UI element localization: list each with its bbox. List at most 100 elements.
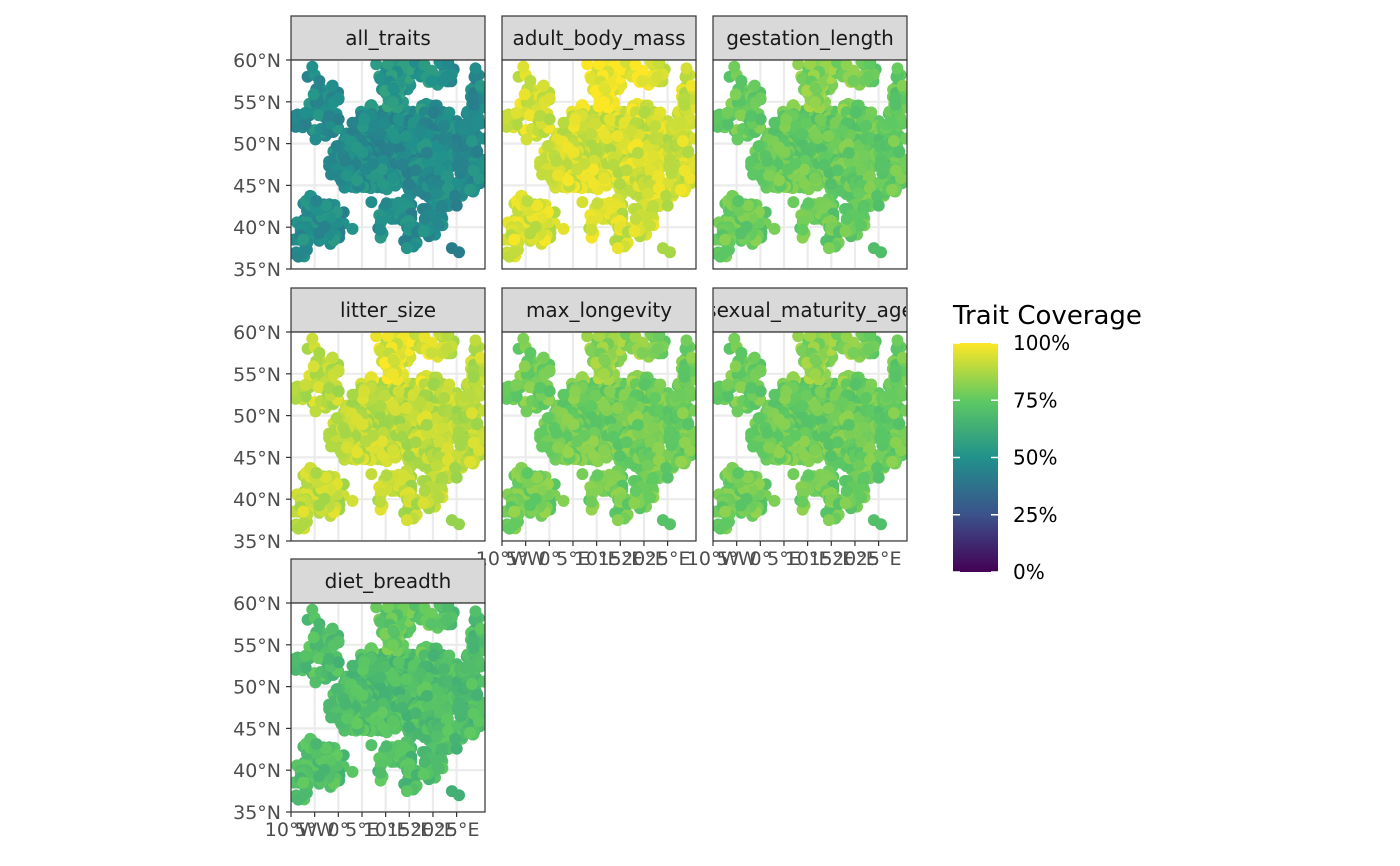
data-point <box>387 127 400 140</box>
data-point <box>748 80 760 93</box>
data-point <box>587 163 600 176</box>
data-point <box>297 505 310 518</box>
data-point <box>392 385 405 398</box>
data-point <box>721 118 734 131</box>
data-point <box>562 174 574 187</box>
data-point <box>407 388 420 401</box>
facet-strip <box>501 287 697 333</box>
facet-label: litter_size <box>340 298 436 322</box>
data-point <box>509 517 522 530</box>
data-point <box>598 96 610 109</box>
data-point <box>647 199 660 212</box>
data-point <box>414 396 427 409</box>
data-point <box>443 133 456 145</box>
data-point <box>332 113 345 126</box>
data-point <box>802 197 815 210</box>
data-point <box>889 164 902 177</box>
data-point <box>400 402 413 415</box>
data-point <box>787 196 800 209</box>
data-point <box>387 353 400 366</box>
data-point <box>455 161 468 174</box>
data-point <box>814 113 827 126</box>
data-points <box>502 60 696 263</box>
data-point <box>550 154 563 167</box>
data-point <box>400 514 413 527</box>
data-point <box>590 117 603 130</box>
data-point <box>430 187 443 200</box>
y-tick-label: 55°N <box>233 364 281 386</box>
data-point <box>644 163 657 176</box>
data-point <box>613 178 626 190</box>
data-point <box>607 158 620 171</box>
data-point <box>824 178 837 190</box>
data-point <box>598 127 611 140</box>
data-point <box>871 189 884 202</box>
data-point <box>877 161 890 174</box>
y-tick-label: 50°N <box>233 134 281 156</box>
data-point <box>678 164 691 177</box>
data-point <box>502 112 511 125</box>
data-points <box>291 60 485 263</box>
data-point <box>809 96 821 109</box>
data-point <box>310 467 323 479</box>
data-point <box>781 163 794 176</box>
data-point <box>379 117 392 130</box>
data-point <box>855 219 867 232</box>
data-point <box>380 197 393 210</box>
data-point <box>376 163 389 176</box>
data-point <box>603 113 616 126</box>
data-point <box>463 116 476 129</box>
data-point <box>309 405 322 418</box>
data-point <box>644 219 656 232</box>
data-point <box>346 388 359 401</box>
data-point <box>666 161 679 174</box>
data-point <box>509 245 522 258</box>
data-point <box>729 88 742 101</box>
data-point <box>872 199 885 212</box>
data-point <box>855 163 868 176</box>
data-point <box>324 483 337 496</box>
data-point <box>523 109 536 122</box>
data-point <box>772 141 785 154</box>
data-point <box>508 505 521 518</box>
data-point <box>576 196 589 209</box>
data-point <box>858 150 871 162</box>
data-point <box>557 116 570 129</box>
data-point <box>440 71 453 83</box>
data-point <box>660 189 673 202</box>
data-point <box>809 127 822 140</box>
data-points <box>291 332 485 535</box>
data-point <box>588 426 601 439</box>
data-point <box>763 169 775 182</box>
data-point <box>467 436 480 449</box>
data-point <box>829 116 842 129</box>
y-tick-label: 60°N <box>233 50 281 72</box>
data-point <box>312 109 325 122</box>
data-point <box>822 242 835 255</box>
data-point <box>436 471 449 484</box>
data-point <box>430 459 443 472</box>
data-point <box>636 75 649 87</box>
data-point <box>346 494 359 507</box>
data-point <box>332 385 345 398</box>
data-point <box>351 174 363 187</box>
data-point <box>380 469 393 482</box>
data-point <box>469 62 482 75</box>
data-point <box>312 381 325 394</box>
data-point <box>531 199 544 212</box>
facet-panel: max_longevity10°W5°W0°5°E10°E15°E20°E25°… <box>476 287 697 570</box>
data-point <box>425 347 438 359</box>
data-point <box>886 183 899 196</box>
data-point <box>441 60 454 70</box>
data-point <box>508 233 521 246</box>
data-point <box>517 60 530 73</box>
data-point <box>407 116 420 129</box>
data-point <box>374 127 387 140</box>
data-point <box>379 389 392 402</box>
data-point <box>631 146 644 159</box>
data-point <box>864 182 876 195</box>
data-point <box>681 146 694 159</box>
facet-panels: all_traits35°N40°N45°N50°N55°N60°Nadult_… <box>233 15 908 841</box>
data-point <box>351 446 363 459</box>
